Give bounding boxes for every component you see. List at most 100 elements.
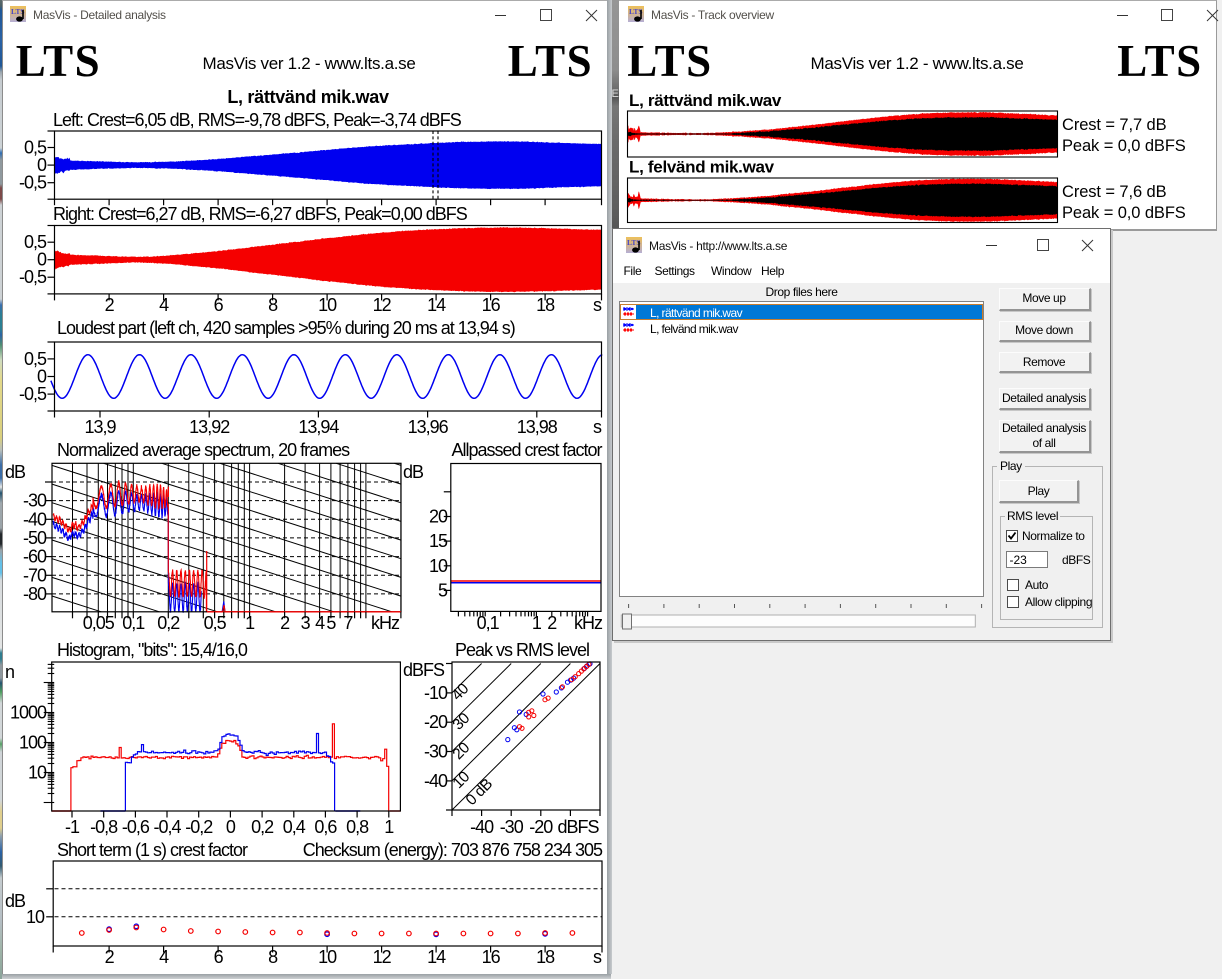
svg-text:-1: -1 [65, 817, 80, 837]
svg-text:3: 3 [301, 613, 311, 633]
svg-text:0,2: 0,2 [157, 613, 180, 633]
svg-text:0: 0 [37, 367, 47, 387]
svg-text:-0,5: -0,5 [19, 173, 47, 193]
svg-text:5: 5 [438, 580, 448, 600]
svg-text:20: 20 [429, 506, 448, 526]
svg-text:-50: -50 [23, 528, 47, 548]
svg-text:Right: Crest=6,27 dB, RMS=-6,2: Right: Crest=6,27 dB, RMS=-6,27 dBFS, Pe… [53, 204, 468, 224]
svg-text:Loudest part (left ch, 420 sa: Loudest part (left ch, 420 samples >95% … [57, 318, 515, 338]
svg-text:s: s [593, 947, 602, 967]
svg-text:5: 5 [326, 613, 336, 633]
svg-text:13,9: 13,9 [84, 417, 116, 437]
svg-text:Peak = 0,0 dBFS: Peak = 0,0 dBFS [1062, 204, 1186, 222]
svg-text:0,5: 0,5 [24, 138, 47, 158]
svg-text:Left: Crest=6,05 dB, RMS=-9,78: Left: Crest=6,05 dB, RMS=-9,78 dBFS, Pea… [53, 110, 462, 130]
svg-text:Crest = 7,6 dB: Crest = 7,6 dB [1062, 183, 1167, 201]
svg-text:0,5: 0,5 [24, 349, 47, 369]
svg-text:LTS: LTS [11, 7, 25, 16]
svg-text:-80: -80 [23, 584, 47, 604]
svg-text:0: 0 [37, 250, 47, 270]
svg-text:L, rättvänd mik.wav: L, rättvänd mik.wav [227, 87, 389, 107]
svg-text:0,05: 0,05 [83, 613, 115, 633]
svg-text:0,5: 0,5 [204, 613, 227, 633]
svg-text:2: 2 [547, 613, 557, 633]
svg-text:-0,8: -0,8 [90, 817, 118, 837]
svg-text:-40: -40 [424, 771, 448, 791]
svg-text:0,2: 0,2 [251, 817, 274, 837]
svg-text:2: 2 [105, 295, 115, 315]
svg-text:18: 18 [536, 295, 555, 315]
svg-text:-30: -30 [424, 742, 448, 762]
svg-text:10: 10 [318, 295, 337, 315]
svg-text:dB: dB [5, 462, 26, 482]
svg-text:10: 10 [26, 907, 45, 927]
svg-text:LTS: LTS [627, 36, 712, 86]
svg-text:4: 4 [159, 295, 169, 315]
svg-text:-0,5: -0,5 [19, 267, 47, 287]
svg-text:16: 16 [482, 947, 501, 967]
svg-text:0,5: 0,5 [24, 232, 47, 252]
svg-text:18: 18 [536, 947, 555, 967]
svg-text:-0,6: -0,6 [122, 817, 150, 837]
svg-text:4: 4 [315, 613, 325, 633]
svg-text:13,98: 13,98 [517, 417, 558, 437]
svg-text:1: 1 [384, 817, 394, 837]
svg-text:-10: -10 [424, 683, 448, 703]
svg-text:Peak = 0,0 dBFS: Peak = 0,0 dBFS [1062, 137, 1186, 155]
svg-text:Histogram, "bits": 15,4/16,0: Histogram, "bits": 15,4/16,0 [57, 640, 248, 660]
svg-text:10: 10 [318, 947, 337, 967]
svg-text:6: 6 [214, 295, 224, 315]
svg-text:-20: -20 [529, 817, 553, 837]
svg-text:-0,2: -0,2 [185, 817, 213, 837]
svg-text:dBFS: dBFS [557, 817, 599, 837]
svg-text:dBFS: dBFS [403, 660, 445, 680]
svg-text:LTS: LTS [508, 36, 593, 86]
svg-text:0,8: 0,8 [346, 817, 369, 837]
svg-text:MasVis ver 1.2 - www.lts.a.se: MasVis ver 1.2 - www.lts.a.se [203, 54, 416, 73]
svg-text:-30: -30 [500, 817, 524, 837]
svg-text:MasVis ver 1.2 - www.lts.a.se: MasVis ver 1.2 - www.lts.a.se [811, 54, 1024, 73]
svg-text:LTS: LTS [1117, 36, 1202, 86]
svg-text:7: 7 [343, 613, 353, 633]
svg-text:12: 12 [373, 295, 392, 315]
svg-text:kHz: kHz [371, 613, 400, 633]
svg-text:kHz: kHz [574, 613, 603, 633]
svg-text:30: 30 [450, 709, 474, 733]
svg-text:0,4: 0,4 [283, 817, 306, 837]
svg-text:1: 1 [532, 613, 542, 633]
svg-text:1: 1 [245, 613, 255, 633]
svg-text:8: 8 [268, 947, 278, 967]
svg-text:-20: -20 [424, 712, 448, 732]
svg-text:100: 100 [19, 733, 47, 753]
svg-text:12: 12 [373, 947, 392, 967]
svg-text:14: 14 [427, 947, 446, 967]
svg-text:0: 0 [226, 817, 236, 837]
svg-text:dB: dB [403, 462, 424, 482]
svg-text:-0,4: -0,4 [154, 817, 182, 837]
svg-text:-40: -40 [23, 509, 47, 529]
svg-text:16: 16 [482, 295, 501, 315]
svg-text:13,92: 13,92 [189, 417, 230, 437]
svg-text:1000: 1000 [10, 703, 47, 723]
svg-text:0,1: 0,1 [122, 613, 145, 633]
svg-text:L, felvänd mik.wav: L, felvänd mik.wav [629, 158, 775, 177]
svg-text:n: n [5, 662, 14, 682]
svg-text:0: 0 [37, 155, 47, 175]
svg-text:20: 20 [450, 739, 474, 763]
svg-text:10: 10 [429, 556, 448, 576]
svg-text:14: 14 [427, 295, 446, 315]
svg-text:s: s [593, 295, 602, 315]
svg-text:0,1: 0,1 [477, 613, 500, 633]
svg-text:LTS: LTS [629, 7, 643, 16]
svg-text:LTS: LTS [627, 238, 641, 247]
svg-text:Allpassed crest factor: Allpassed crest factor [451, 440, 602, 460]
svg-text:s: s [593, 417, 602, 437]
svg-text:-40: -40 [470, 817, 494, 837]
svg-text:Peak vs RMS level: Peak vs RMS level [455, 640, 589, 660]
svg-text:L, rättvänd mik.wav: L, rättvänd mik.wav [629, 91, 782, 110]
svg-text:6: 6 [214, 947, 224, 967]
svg-text:8: 8 [268, 295, 278, 315]
svg-text:Normalized average spectrum, 2: Normalized average spectrum, 20 frames [57, 440, 350, 460]
svg-text:4: 4 [159, 947, 169, 967]
svg-text:15: 15 [429, 531, 448, 551]
